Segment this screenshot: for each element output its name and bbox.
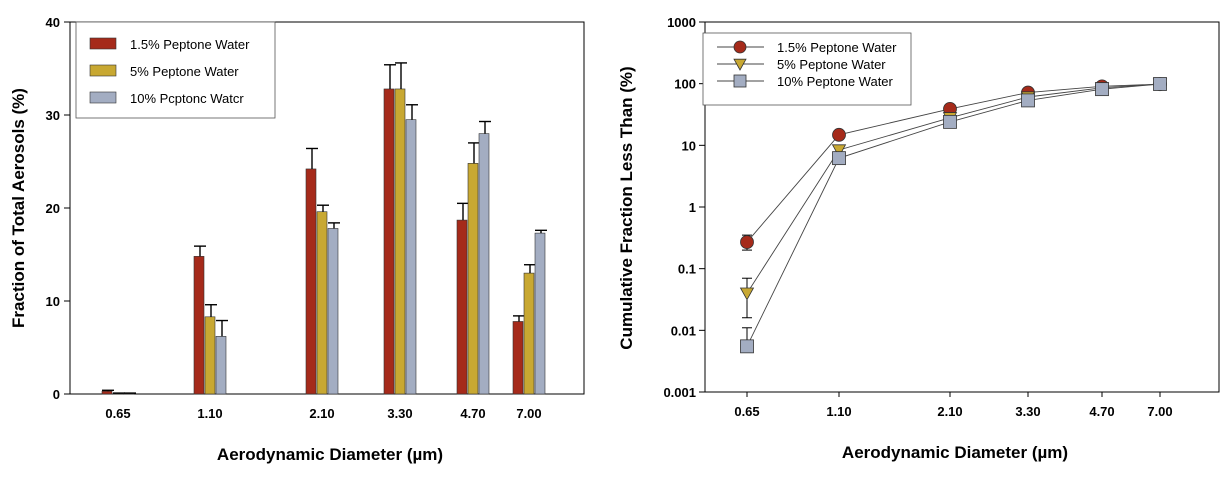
y-tick-label: 0.01 [671, 323, 696, 338]
legend: 1.5% Peptone Water 5% Peptone Water 10% Pc… [75, 21, 276, 119]
y-tick-label: 100 [674, 77, 696, 92]
legend-label: 10% Peptone Water [777, 74, 894, 89]
x-tick-label: 3.30 [387, 406, 412, 421]
data-point [831, 144, 847, 158]
legend-label: 1.5% Peptone Water [130, 37, 250, 52]
data-point [733, 58, 747, 71]
bar [193, 256, 205, 395]
bar [478, 133, 490, 395]
data-point [1021, 93, 1035, 108]
legend-label: 10% Pcptonc Watcr [130, 91, 244, 106]
x-tick-label: 2.10 [309, 406, 334, 421]
y-tick-label: 0.1 [678, 262, 696, 277]
series-line [746, 83, 1161, 294]
data-point [733, 74, 747, 88]
x-tick-label: 0.65 [105, 406, 130, 421]
bar [405, 119, 417, 395]
bar [204, 316, 216, 395]
bar-chart-panel: 0 10 20 30 40 0.65 1.10 2.10 3.30 4.70 7.00 1.5% Pe… [0, 0, 612, 484]
bar [327, 228, 339, 395]
y-tick-label: 0 [53, 387, 60, 402]
y-tick-label: 0.001 [663, 385, 696, 400]
data-point [739, 287, 755, 301]
legend-swatch [89, 64, 117, 77]
legend-label: 5% Peptone Water [130, 64, 239, 79]
data-point [733, 40, 747, 54]
y-tick-label: 10 [682, 138, 696, 153]
bar [101, 390, 113, 395]
legend: 1.5% Peptone Water 5% Peptone Water 10% Pe… [702, 32, 912, 106]
legend-label: 1.5% Peptone Water [777, 40, 897, 55]
x-tick-label: 7.00 [516, 406, 541, 421]
line-chart-panel: 0.001 0.01 0.1 1 10 100 1000 0.65 1.10 2.10 3.30 4.… [612, 0, 1224, 484]
legend-swatch [89, 91, 117, 104]
bar [523, 272, 535, 395]
y-tick-label: 30 [46, 108, 60, 123]
x-axis-label: Aerodynamic Diameter (µm) [842, 443, 1068, 462]
data-point [832, 127, 846, 142]
series-line [746, 83, 1161, 243]
series-line [746, 83, 1161, 347]
x-tick-label: 0.65 [734, 404, 759, 419]
y-axis-label: Fraction of Total Aerosols (%) [9, 88, 28, 328]
y-tick-label: 1 [689, 200, 696, 215]
y-tick-label: 40 [46, 15, 60, 30]
data-point [1153, 77, 1167, 91]
y-tick-label: 10 [46, 294, 60, 309]
x-tick-label: 1.10 [197, 406, 222, 421]
bar [512, 321, 524, 395]
legend-label: 5% Peptone Water [777, 57, 886, 72]
x-axis-label: Aerodynamic Diameter (µm) [217, 445, 443, 464]
y-tick-label: 1000 [667, 15, 696, 30]
x-tick-label: 4.70 [460, 406, 485, 421]
data-point [943, 114, 957, 129]
bar [215, 336, 227, 395]
cumulative-line-chart: 0.001 0.01 0.1 1 10 100 1000 0.65 1.10 2.10 3.30 4.… [617, 15, 1220, 462]
bar [305, 168, 317, 395]
bar [456, 219, 468, 395]
x-tick-label: 2.10 [937, 404, 962, 419]
y-axis-label: Cumulative Fraction Less Than (%) [617, 66, 636, 349]
x-tick-label: 1.10 [826, 404, 851, 419]
bar [316, 211, 328, 395]
x-tick-label: 3.30 [1015, 404, 1040, 419]
bar [467, 163, 479, 395]
data-point [832, 151, 846, 166]
legend-swatch [89, 37, 117, 50]
data-point [740, 339, 754, 354]
bar [394, 88, 406, 395]
data-point [1095, 82, 1109, 97]
x-tick-label: 4.70 [1089, 404, 1114, 419]
y-tick-label: 20 [46, 201, 60, 216]
bar [383, 88, 395, 395]
x-tick-label: 7.00 [1147, 404, 1172, 419]
bar-chart: 0 10 20 30 40 0.65 1.10 2.10 3.30 4.70 7.00 1.5% Pe… [9, 15, 585, 464]
bar [534, 232, 546, 395]
data-point [740, 235, 754, 249]
